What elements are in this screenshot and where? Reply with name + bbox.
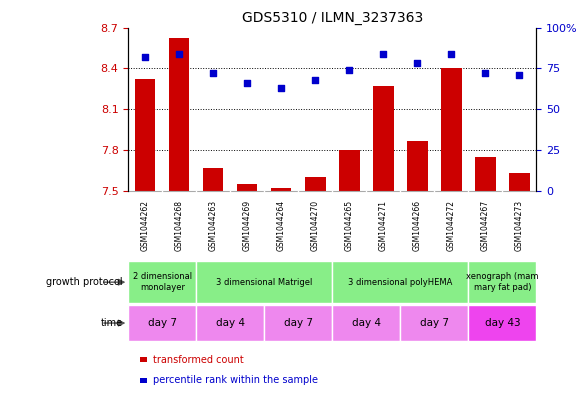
Point xyxy=(311,77,320,83)
Text: percentile rank within the sample: percentile rank within the sample xyxy=(153,375,318,385)
Bar xyxy=(264,305,332,341)
Point xyxy=(379,51,388,57)
Text: xenograph (mam
mary fat pad): xenograph (mam mary fat pad) xyxy=(466,272,539,292)
Bar xyxy=(509,173,529,191)
Bar xyxy=(203,168,223,191)
Point xyxy=(413,61,422,67)
Text: day 43: day 43 xyxy=(484,318,520,328)
Point xyxy=(515,72,524,78)
Point xyxy=(243,80,252,86)
Bar xyxy=(401,305,468,341)
Text: GSM1044271: GSM1044271 xyxy=(379,200,388,251)
Text: day 7: day 7 xyxy=(147,318,177,328)
Bar xyxy=(196,261,332,303)
Bar xyxy=(373,86,394,191)
Bar xyxy=(332,261,468,303)
Point xyxy=(277,85,286,91)
Title: GDS5310 / ILMN_3237363: GDS5310 / ILMN_3237363 xyxy=(242,11,423,25)
Text: 2 dimensional
monolayer: 2 dimensional monolayer xyxy=(133,272,192,292)
Text: GSM1044273: GSM1044273 xyxy=(515,200,524,251)
Text: GSM1044269: GSM1044269 xyxy=(243,200,252,251)
Text: time: time xyxy=(100,318,122,328)
Text: growth protocol: growth protocol xyxy=(46,277,122,287)
Point xyxy=(345,67,354,73)
Text: GSM1044263: GSM1044263 xyxy=(209,200,218,251)
Bar xyxy=(271,188,292,191)
Text: GSM1044268: GSM1044268 xyxy=(175,200,184,251)
Text: 3 dimensional Matrigel: 3 dimensional Matrigel xyxy=(216,278,312,286)
Bar xyxy=(196,305,264,341)
Text: 3 dimensional polyHEMA: 3 dimensional polyHEMA xyxy=(348,278,452,286)
Point xyxy=(447,51,456,57)
Text: GSM1044270: GSM1044270 xyxy=(311,200,320,251)
Point xyxy=(174,51,184,57)
Bar xyxy=(441,68,462,191)
Bar xyxy=(468,261,536,303)
Text: day 4: day 4 xyxy=(352,318,381,328)
Bar xyxy=(305,177,325,191)
Bar xyxy=(332,305,401,341)
Point xyxy=(480,70,490,76)
Text: GSM1044266: GSM1044266 xyxy=(413,200,422,251)
Bar xyxy=(339,150,360,191)
Bar xyxy=(169,39,189,191)
Bar xyxy=(128,261,196,303)
Text: day 4: day 4 xyxy=(216,318,245,328)
Bar xyxy=(128,305,196,341)
Point xyxy=(209,70,218,76)
Text: GSM1044267: GSM1044267 xyxy=(481,200,490,251)
Bar xyxy=(475,157,496,191)
Bar xyxy=(237,184,258,191)
Bar xyxy=(468,305,536,341)
Text: GSM1044272: GSM1044272 xyxy=(447,200,456,251)
Text: day 7: day 7 xyxy=(420,318,449,328)
Text: transformed count: transformed count xyxy=(153,355,244,365)
Text: GSM1044262: GSM1044262 xyxy=(141,200,150,251)
Point xyxy=(141,54,150,60)
Text: day 7: day 7 xyxy=(284,318,313,328)
Bar xyxy=(407,141,427,191)
Bar xyxy=(135,79,156,191)
Text: GSM1044265: GSM1044265 xyxy=(345,200,354,251)
Text: GSM1044264: GSM1044264 xyxy=(277,200,286,251)
